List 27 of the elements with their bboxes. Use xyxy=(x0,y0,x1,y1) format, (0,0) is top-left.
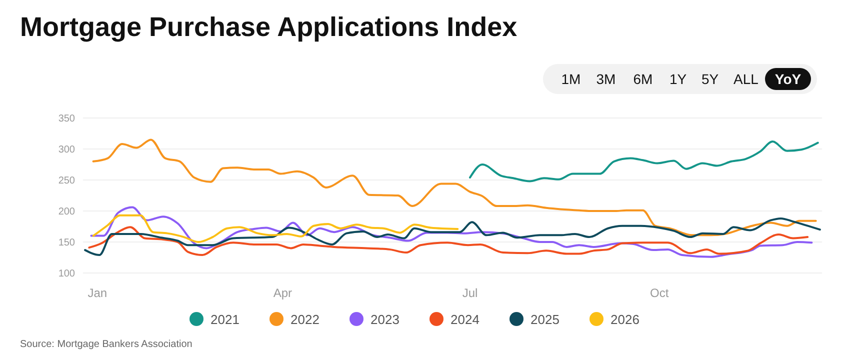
x-tick-label: Jan xyxy=(88,286,108,300)
legend-label: 2021 xyxy=(210,312,240,327)
text: 6M xyxy=(633,71,653,87)
y-tick-label: 150 xyxy=(58,238,76,248)
y-tick-label: 350 xyxy=(58,114,76,124)
chart-title: Mortgage Purchase Applications Index xyxy=(20,12,518,42)
text: ALL xyxy=(734,71,759,87)
source-note: Source: Mortgage Bankers Association xyxy=(20,339,192,350)
text: 1M xyxy=(561,71,581,87)
text: 5Y xyxy=(701,71,720,87)
x-tick-label: Apr xyxy=(273,286,292,300)
text: YoY xyxy=(774,71,802,87)
legend-label: 2024 xyxy=(450,312,480,327)
y-tick-label: 200 xyxy=(58,206,76,218)
text: 3M xyxy=(596,71,616,87)
legend-label: 2022 xyxy=(290,312,320,327)
text: 1Y xyxy=(669,71,688,87)
legend-label: 2023 xyxy=(370,312,400,327)
line-series xyxy=(468,140,819,182)
y-tick-label: 250 xyxy=(58,176,76,186)
y-tick-label: 300 xyxy=(58,144,76,156)
legend-label: 2026 xyxy=(610,312,640,327)
line-series xyxy=(92,214,459,243)
legend-label: 2025 xyxy=(530,312,560,327)
y-tick-label: 100 xyxy=(58,268,76,280)
x-tick-label: Jul xyxy=(462,286,478,300)
x-tick-label: Oct xyxy=(650,286,670,300)
